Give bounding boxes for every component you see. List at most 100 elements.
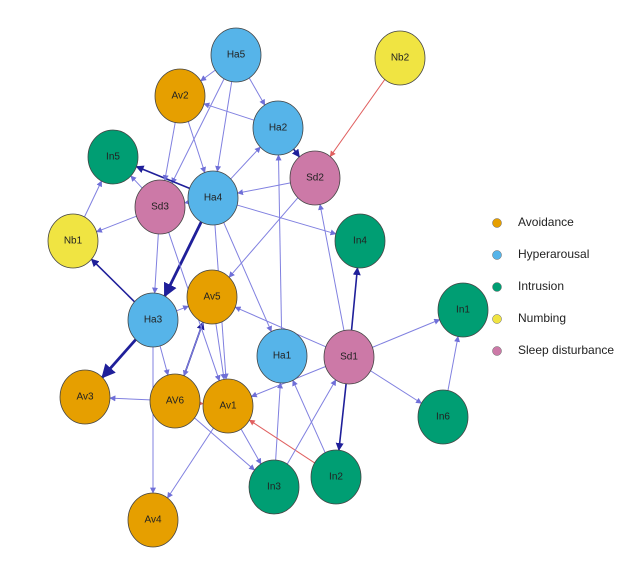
edge	[370, 370, 422, 404]
node	[87, 129, 139, 185]
edge	[228, 197, 299, 278]
edge	[171, 78, 225, 184]
node	[186, 269, 238, 325]
node-label: Sd2	[306, 173, 324, 184]
node-label: In2	[329, 472, 343, 483]
edge	[292, 379, 326, 453]
edge	[240, 428, 262, 465]
node-label: Av1	[219, 401, 236, 412]
node	[59, 369, 111, 425]
node	[252, 100, 304, 156]
node-label: Sd3	[151, 202, 169, 213]
node	[417, 389, 469, 445]
node	[248, 459, 300, 515]
edge	[329, 79, 386, 158]
edge	[194, 417, 255, 471]
legend-swatch	[492, 314, 502, 324]
node-label: Av5	[203, 292, 220, 303]
edge	[159, 345, 170, 376]
edge	[187, 121, 206, 174]
legend-label: Avoidance	[518, 215, 574, 229]
node	[323, 329, 375, 385]
node	[437, 282, 489, 338]
edge	[372, 318, 441, 348]
edge	[286, 379, 337, 465]
edge	[350, 267, 361, 331]
legend-swatch	[492, 218, 502, 228]
edge	[335, 383, 347, 451]
legend-swatch	[492, 346, 502, 356]
legend-label: Numbing	[518, 311, 566, 325]
edge	[109, 395, 151, 402]
edge	[90, 258, 136, 303]
edge	[275, 382, 284, 461]
node-label: Ha4	[204, 193, 223, 204]
edge	[318, 203, 345, 331]
node	[187, 170, 239, 226]
legend-label: Intrusion	[518, 279, 564, 293]
edge	[447, 335, 461, 391]
node	[149, 373, 201, 429]
edge	[152, 233, 159, 294]
node-label: Ha5	[227, 50, 246, 61]
edge	[248, 77, 266, 106]
node-label: Av2	[171, 91, 188, 102]
node-label: Ha3	[144, 315, 163, 326]
node-label: Ha1	[273, 351, 292, 362]
node-label: Nb2	[391, 53, 410, 64]
edge	[237, 182, 291, 196]
node	[210, 27, 262, 83]
edge	[215, 81, 233, 172]
edges	[83, 69, 461, 499]
edge	[95, 215, 137, 233]
legend-label: Sleep disturbance	[518, 343, 614, 357]
node	[310, 449, 362, 505]
edge	[162, 122, 176, 182]
edge	[236, 204, 337, 236]
edge	[275, 154, 283, 330]
legend-swatch	[492, 282, 502, 292]
node	[154, 68, 206, 124]
node	[256, 328, 308, 384]
node-label: In4	[353, 236, 367, 247]
edge	[184, 198, 191, 205]
edge	[163, 221, 203, 298]
node-label: AV6	[166, 396, 185, 407]
edge	[167, 427, 214, 499]
node-label: In6	[436, 412, 450, 423]
node	[289, 150, 341, 206]
node	[202, 378, 254, 434]
node-label: Ha2	[269, 123, 288, 134]
node-label: Sd1	[340, 352, 358, 363]
edge	[83, 180, 103, 218]
node-label: In1	[456, 305, 470, 316]
edge	[200, 69, 216, 82]
node	[127, 492, 179, 548]
edge	[182, 322, 204, 377]
node-label: Nb1	[64, 236, 83, 247]
node	[134, 179, 186, 235]
node-label: Av3	[76, 392, 93, 403]
node	[334, 213, 386, 269]
legend-label: Hyperarousal	[518, 247, 589, 261]
node	[127, 292, 179, 348]
edge	[101, 338, 137, 379]
edge	[203, 102, 255, 121]
node-label: Av4	[144, 515, 161, 526]
node	[374, 30, 426, 86]
nodes: Ha5 Nb2 Av2 Ha2 In5 Sd2 Sd3 Ha4 Nb1 In4 Av5 Ha3 In1 H…	[47, 27, 489, 548]
edge	[223, 222, 272, 333]
edge	[248, 419, 315, 464]
edge	[230, 146, 261, 180]
node	[47, 213, 99, 269]
edge	[234, 306, 327, 348]
edge	[215, 323, 227, 380]
legend-swatch	[492, 250, 502, 260]
edge	[291, 148, 301, 158]
edge	[130, 175, 143, 189]
node-label: In5	[106, 152, 120, 163]
legend: Avoidance Hyperarousal Intrusion Numbing Sle…	[492, 215, 614, 357]
edge	[176, 305, 190, 312]
node-label: In3	[267, 482, 281, 493]
